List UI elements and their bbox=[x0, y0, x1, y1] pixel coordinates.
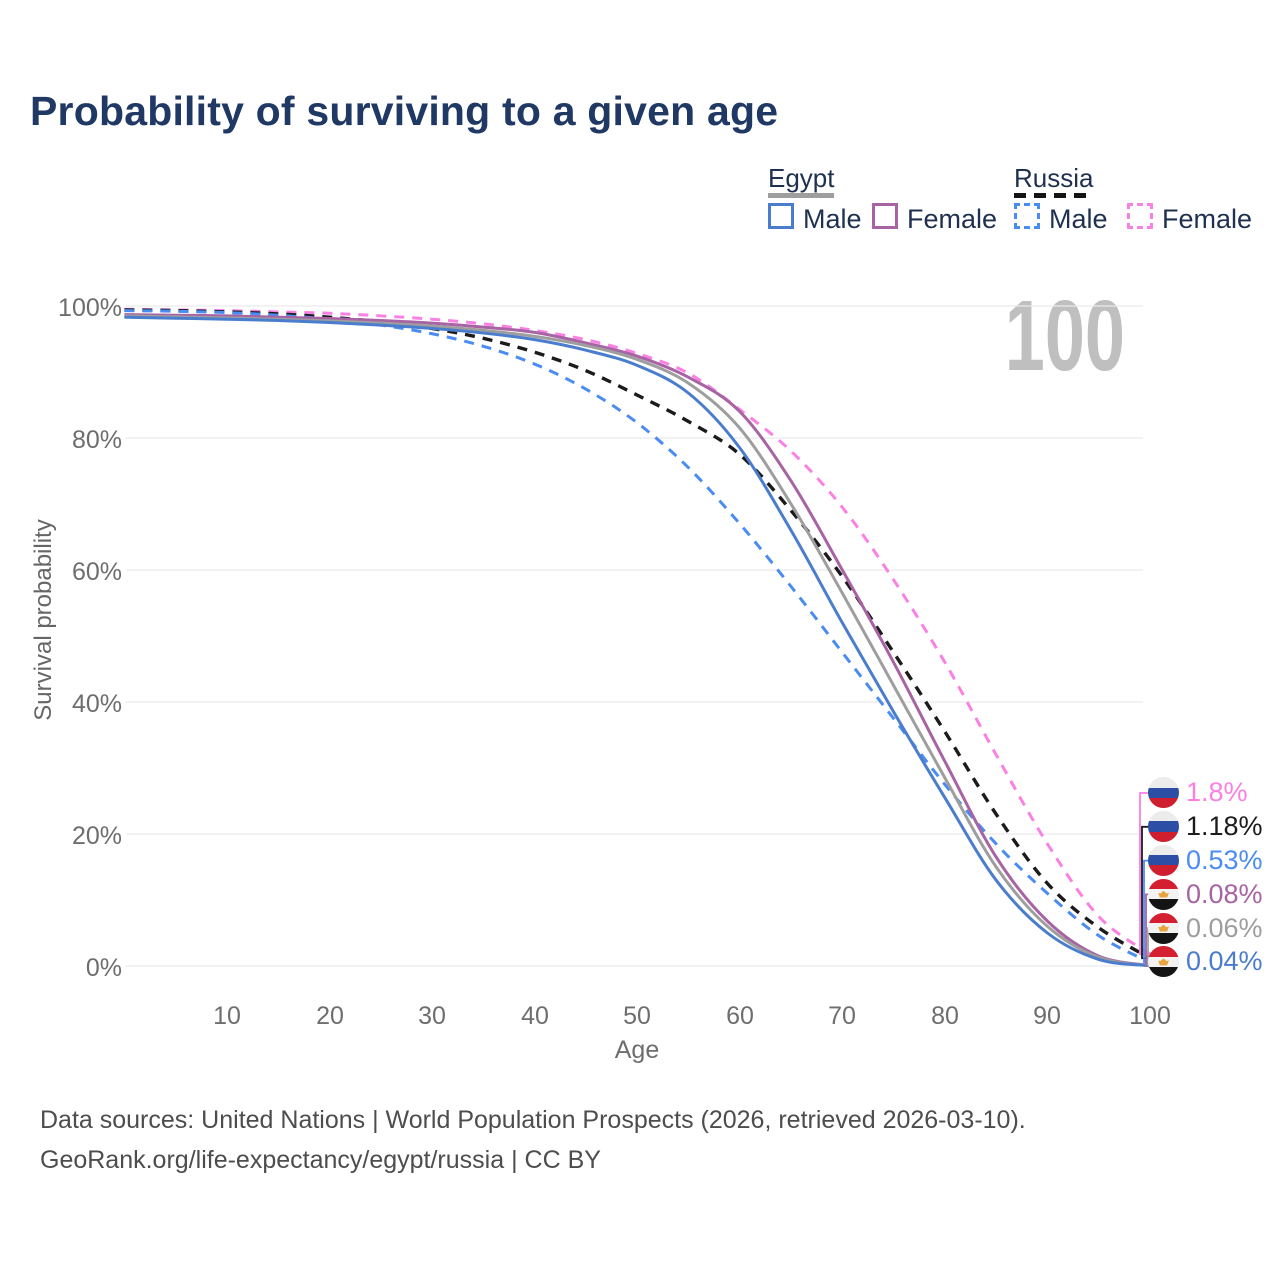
legend-swatch-russia-male[interactable] bbox=[1014, 203, 1040, 229]
curve-egypt-both bbox=[124, 314, 1151, 968]
end-label-value: 1.18% bbox=[1186, 811, 1263, 842]
y-tick-label: 100% bbox=[58, 294, 122, 322]
end-labels: 1.8% 1.18% 0.53% 0.08% 0.06% 0.04% bbox=[1148, 776, 1263, 979]
x-tick-label: 20 bbox=[316, 1002, 344, 1030]
russia-flag-icon bbox=[1148, 844, 1179, 876]
age-counter-watermark: 100 bbox=[1004, 280, 1125, 392]
x-tick-label: 70 bbox=[828, 1002, 856, 1030]
end-label-value: 0.06% bbox=[1186, 912, 1263, 943]
egypt-eagle-emblem bbox=[1158, 890, 1169, 898]
end-label-value: 0.08% bbox=[1186, 878, 1263, 909]
egypt-eagle-emblem bbox=[1158, 924, 1169, 932]
egypt-flag-icon bbox=[1148, 878, 1179, 910]
x-axis-title: Age bbox=[614, 1036, 660, 1064]
legend-label-russia-female[interactable]: Female bbox=[1162, 204, 1253, 234]
leader-line-russia-female bbox=[1139, 792, 1150, 956]
legend-egypt-linestyle-swatch bbox=[768, 193, 834, 198]
y-tick-label: 20% bbox=[71, 822, 122, 850]
legend-egypt-header: Egypt bbox=[768, 163, 835, 193]
legend-label-russia-male[interactable]: Male bbox=[1049, 204, 1108, 234]
egypt-eagle-emblem bbox=[1158, 958, 1169, 966]
leader-line-russia-male bbox=[1143, 859, 1150, 964]
page-title: Probability of surviving to a given age bbox=[30, 88, 779, 134]
x-tick-label: 90 bbox=[1033, 1002, 1061, 1030]
end-label-value: 0.04% bbox=[1186, 946, 1263, 977]
legend-label-egypt-male[interactable]: Male bbox=[803, 204, 862, 234]
y-tick-label: 80% bbox=[71, 426, 122, 454]
x-tick-label: 30 bbox=[418, 1002, 446, 1030]
end-label-row: 1.8% bbox=[1148, 776, 1263, 810]
legend-russia-header: Russia bbox=[1014, 163, 1094, 193]
curve-russia-both bbox=[124, 308, 1151, 960]
curve-russia-female bbox=[124, 307, 1151, 956]
x-tick-label: 100 bbox=[1129, 1002, 1171, 1030]
x-tick-label: 80 bbox=[931, 1002, 959, 1030]
russia-flag-icon bbox=[1148, 777, 1179, 809]
x-tick-label: 60 bbox=[726, 1002, 754, 1030]
data-source-note: Data sources: United Nations | World Pop… bbox=[40, 1106, 1026, 1134]
russia-flag-icon bbox=[1148, 811, 1179, 843]
x-tick-label: 10 bbox=[213, 1002, 241, 1030]
legend-russia-linestyle-swatch bbox=[1014, 193, 1094, 198]
y-tick-label: 60% bbox=[71, 558, 122, 586]
y-tick-label: 40% bbox=[71, 690, 122, 718]
legend-swatch-russia-female[interactable] bbox=[1127, 203, 1153, 229]
end-label-row: 0.06% bbox=[1148, 911, 1263, 945]
legend-swatch-egypt-female[interactable] bbox=[872, 203, 898, 229]
egypt-flag-icon bbox=[1148, 946, 1179, 978]
x-tick-label: 40 bbox=[521, 1002, 549, 1030]
end-label-value: 0.53% bbox=[1186, 844, 1263, 875]
end-label-row: 1.18% bbox=[1148, 810, 1263, 844]
end-label-value: 1.8% bbox=[1186, 777, 1248, 808]
legend-label-egypt-female[interactable]: Female bbox=[907, 204, 998, 234]
legend-swatch-egypt-male[interactable] bbox=[768, 203, 794, 229]
x-tick-label: 50 bbox=[623, 1002, 651, 1030]
curve-egypt-male bbox=[124, 315, 1151, 968]
curve-egypt-female bbox=[124, 313, 1151, 967]
y-tick-label: 0% bbox=[85, 954, 122, 982]
egypt-flag-icon bbox=[1148, 912, 1179, 944]
end-label-row: 0.53% bbox=[1148, 844, 1263, 878]
end-label-row: 0.04% bbox=[1148, 945, 1263, 979]
attribution-note: GeoRank.org/life-expectancy/egypt/russia… bbox=[40, 1146, 601, 1174]
end-label-row: 0.08% bbox=[1148, 877, 1263, 911]
